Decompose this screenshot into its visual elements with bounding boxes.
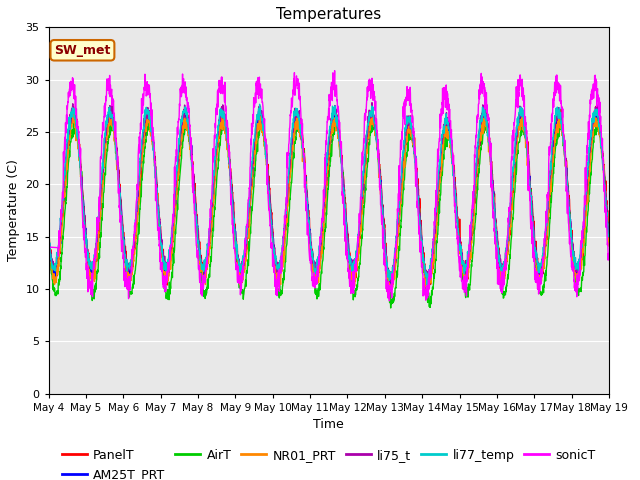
AirT xyxy=(357,243,365,249)
li77_temp xyxy=(423,282,431,288)
NR01_PRT xyxy=(358,210,365,216)
AirT xyxy=(556,124,563,130)
PanelT xyxy=(45,223,52,228)
NR01_PRT xyxy=(492,225,500,231)
PanelT xyxy=(592,104,600,109)
li75_t xyxy=(357,201,365,206)
Line: AM25T_PRT: AM25T_PRT xyxy=(49,111,609,286)
Title: Temperatures: Temperatures xyxy=(276,7,381,22)
NR01_PRT xyxy=(202,272,209,278)
sonicT xyxy=(556,83,564,88)
li75_t xyxy=(345,246,353,252)
AM25T_PRT xyxy=(605,231,612,237)
Y-axis label: Temperature (C): Temperature (C) xyxy=(7,159,20,262)
sonicT xyxy=(346,270,353,276)
li77_temp xyxy=(346,253,353,259)
li77_temp xyxy=(605,233,612,239)
NR01_PRT xyxy=(70,108,77,114)
NR01_PRT xyxy=(605,243,612,249)
sonicT xyxy=(492,248,500,253)
li75_t xyxy=(386,279,394,285)
li75_t xyxy=(492,226,500,231)
Line: sonicT: sonicT xyxy=(49,71,609,301)
li77_temp xyxy=(201,261,209,266)
li77_temp xyxy=(572,254,579,260)
sonicT xyxy=(45,244,52,250)
li75_t xyxy=(201,262,209,267)
sonicT xyxy=(331,68,339,73)
PanelT xyxy=(388,285,396,291)
li75_t xyxy=(45,235,52,240)
Text: SW_met: SW_met xyxy=(54,44,111,57)
Line: AirT: AirT xyxy=(49,117,609,308)
NR01_PRT xyxy=(424,290,431,296)
li77_temp xyxy=(492,227,500,232)
AirT xyxy=(605,239,612,245)
sonicT xyxy=(572,288,579,294)
AM25T_PRT xyxy=(424,283,431,289)
li77_temp xyxy=(45,237,52,243)
AM25T_PRT xyxy=(593,108,600,114)
Line: PanelT: PanelT xyxy=(49,107,609,288)
PanelT xyxy=(345,252,353,257)
sonicT xyxy=(385,298,393,304)
AirT xyxy=(572,279,579,285)
AirT xyxy=(557,114,564,120)
NR01_PRT xyxy=(556,118,564,123)
Line: NR01_PRT: NR01_PRT xyxy=(49,111,609,293)
li75_t xyxy=(605,234,612,240)
AM25T_PRT xyxy=(572,265,579,271)
X-axis label: Time: Time xyxy=(314,418,344,431)
PanelT xyxy=(492,218,500,224)
li75_t xyxy=(572,261,579,266)
AM25T_PRT xyxy=(345,250,353,256)
PanelT xyxy=(201,278,209,284)
AirT xyxy=(201,289,209,295)
sonicT xyxy=(358,187,365,192)
AirT xyxy=(45,240,52,245)
AM25T_PRT xyxy=(492,221,500,227)
PanelT xyxy=(357,218,365,224)
NR01_PRT xyxy=(346,253,353,259)
li77_temp xyxy=(256,101,264,107)
Legend: PanelT, AM25T_PRT, AirT, NR01_PRT, li75_t, li77_temp, sonicT: PanelT, AM25T_PRT, AirT, NR01_PRT, li75_… xyxy=(57,444,601,480)
Line: li77_temp: li77_temp xyxy=(49,104,609,285)
NR01_PRT xyxy=(45,236,52,242)
Line: li75_t: li75_t xyxy=(49,103,609,282)
sonicT xyxy=(605,254,612,260)
AM25T_PRT xyxy=(45,231,52,237)
PanelT xyxy=(572,261,579,267)
AirT xyxy=(492,230,500,236)
AirT xyxy=(387,305,394,311)
li75_t xyxy=(556,110,564,116)
AM25T_PRT xyxy=(201,270,209,276)
AirT xyxy=(345,260,353,265)
AM25T_PRT xyxy=(556,117,563,122)
li75_t xyxy=(368,100,376,106)
PanelT xyxy=(556,110,563,116)
AM25T_PRT xyxy=(357,214,365,219)
sonicT xyxy=(201,277,209,283)
PanelT xyxy=(605,234,612,240)
li77_temp xyxy=(556,113,564,119)
NR01_PRT xyxy=(572,274,579,279)
li77_temp xyxy=(358,191,365,197)
